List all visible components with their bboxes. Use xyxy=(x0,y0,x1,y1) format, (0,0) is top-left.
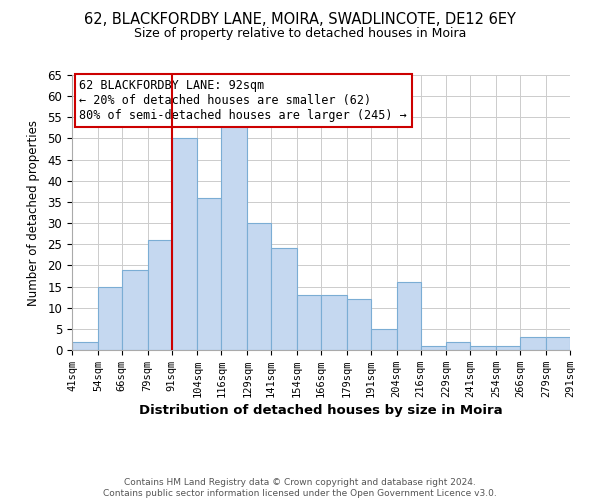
Bar xyxy=(347,299,371,350)
X-axis label: Distribution of detached houses by size in Moira: Distribution of detached houses by size … xyxy=(139,404,503,417)
Bar xyxy=(546,338,570,350)
Bar xyxy=(172,138,197,350)
Text: Size of property relative to detached houses in Moira: Size of property relative to detached ho… xyxy=(134,28,466,40)
Bar xyxy=(496,346,520,350)
Bar xyxy=(247,223,271,350)
Bar xyxy=(470,346,496,350)
Bar xyxy=(122,270,148,350)
Bar xyxy=(321,295,347,350)
Bar xyxy=(520,338,546,350)
Text: Contains HM Land Registry data © Crown copyright and database right 2024.
Contai: Contains HM Land Registry data © Crown c… xyxy=(103,478,497,498)
Bar xyxy=(397,282,421,350)
Bar xyxy=(271,248,297,350)
Text: 62 BLACKFORDBY LANE: 92sqm
← 20% of detached houses are smaller (62)
80% of semi: 62 BLACKFORDBY LANE: 92sqm ← 20% of deta… xyxy=(79,79,407,122)
Bar xyxy=(72,342,98,350)
Bar xyxy=(371,329,397,350)
Bar xyxy=(98,286,122,350)
Bar xyxy=(421,346,446,350)
Bar xyxy=(197,198,221,350)
Bar xyxy=(148,240,172,350)
Y-axis label: Number of detached properties: Number of detached properties xyxy=(28,120,40,306)
Text: 62, BLACKFORDBY LANE, MOIRA, SWADLINCOTE, DE12 6EY: 62, BLACKFORDBY LANE, MOIRA, SWADLINCOTE… xyxy=(84,12,516,28)
Bar xyxy=(297,295,321,350)
Bar xyxy=(221,126,247,350)
Bar xyxy=(446,342,470,350)
